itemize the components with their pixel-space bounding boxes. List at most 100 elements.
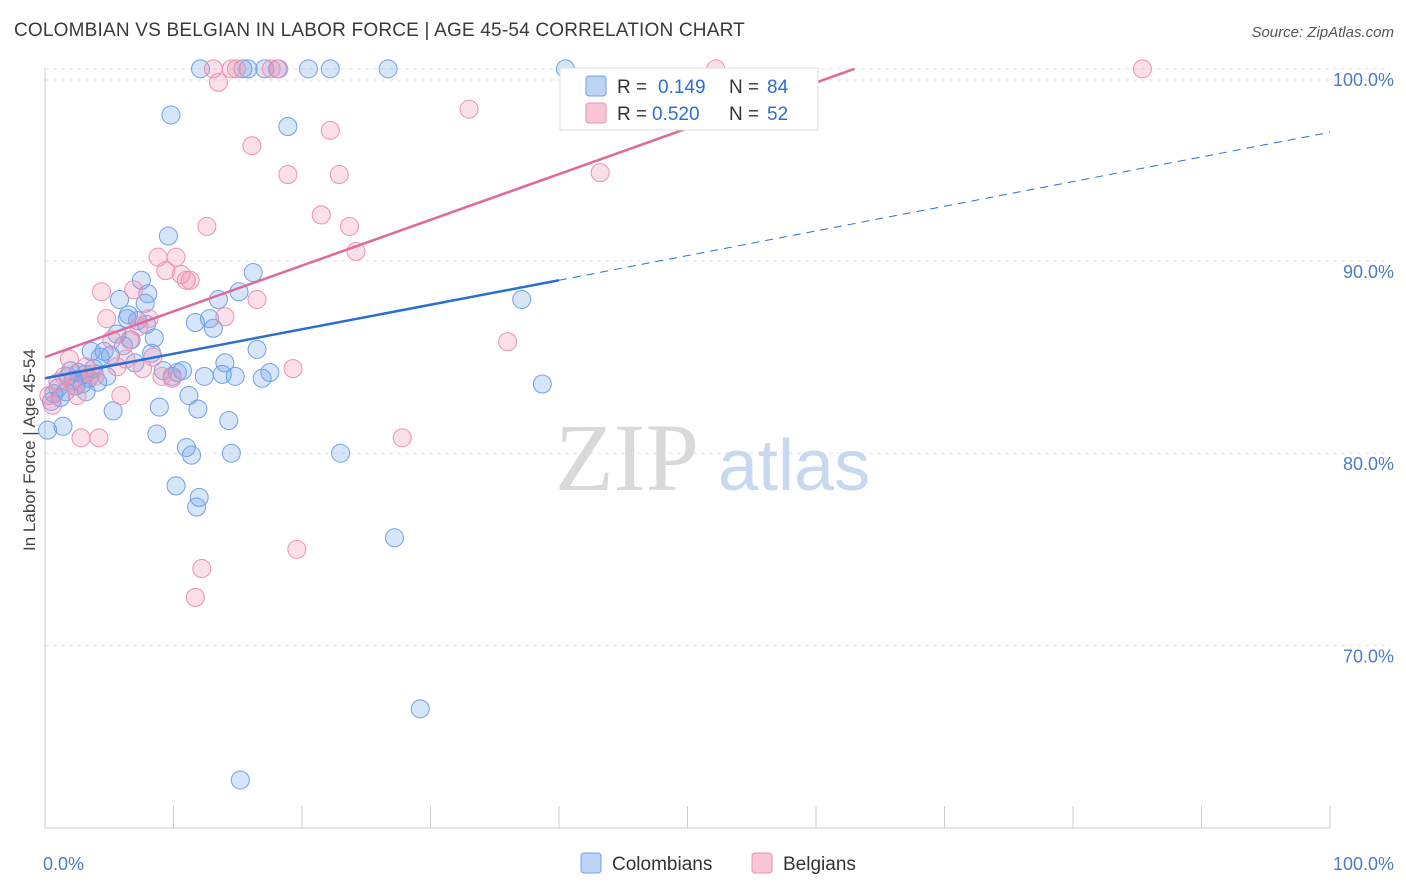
point-colombians-0 [38,420,58,440]
point-belgians-17 [116,349,136,369]
point-belgians-12 [92,282,112,302]
point-colombians-70 [378,59,398,79]
point-colombians-71 [385,528,405,548]
point-colombians-4 [50,387,70,407]
watermark-atlas: atlas [718,426,870,506]
point-belgians-22 [139,309,159,329]
point-colombians-73 [512,289,532,309]
point-colombians-60 [243,263,263,283]
legend-swatch-colombians [585,75,607,97]
point-colombians-66 [278,116,298,136]
point-belgians-42 [261,59,281,79]
point-belgians-11 [89,428,109,448]
point-belgians-6 [67,386,87,406]
point-belgians-37 [215,307,235,327]
point-colombians-49 [199,309,219,329]
point-belgians-33 [192,559,212,579]
point-belgians-54 [498,332,518,352]
point-colombians-5 [53,416,73,436]
point-belgians-16 [111,386,131,406]
point-belgians-38 [221,59,241,79]
point-belgians-19 [124,280,144,300]
legend-n-value-colombians: 84 [767,77,789,98]
series-legend: Colombians Belgians [580,852,856,875]
point-colombians-69 [331,443,351,463]
bottom-legend-swatch-colombians [580,852,602,874]
point-colombians-55 [221,443,241,463]
bottom-legend-swatch-belgians [751,852,773,874]
point-belgians-28 [166,247,186,267]
point-belgians-4 [59,349,79,369]
stats-legend: R = 0.149 N = 84 R = 0.520 N = 52 [559,67,819,131]
point-belgians-5 [63,376,83,396]
point-belgians-36 [208,72,228,92]
point-belgians-52 [392,428,412,448]
point-colombians-41 [172,361,192,381]
y-axis-label: In Labor Force | Age 45-54 [20,349,39,551]
point-belgians-31 [180,270,200,290]
point-colombians-74 [532,374,552,394]
point-belgians-34 [197,216,217,236]
legend-r-label-colombians: R = [617,77,647,98]
y-tick-label-80: 80.0% [1343,454,1394,474]
point-colombians-50 [203,318,223,338]
legend-r-value-belgians: 0.520 [652,104,700,125]
point-colombians-46 [188,399,208,419]
point-belgians-41 [247,289,267,309]
y-tick-label-70: 70.0% [1343,646,1394,666]
point-colombians-82 [230,770,250,790]
point-colombians-72 [410,699,430,719]
point-colombians-61 [247,339,267,359]
legend-swatch-belgians [585,102,607,124]
grid-lines [45,68,1390,646]
point-belgians-46 [287,539,307,559]
point-belgians-45 [283,359,303,379]
legend-r-value-colombians: 0.149 [658,77,706,98]
x-tick-marks [44,806,1331,828]
point-belgians-39 [226,59,246,79]
point-belgians-10 [85,366,105,386]
point-colombians-79 [189,487,209,507]
point-colombians-77 [166,476,186,496]
point-colombians-59 [238,59,258,79]
point-colombians-64 [260,362,280,382]
point-colombians-22 [103,401,123,421]
legend-n-label-belgians: N = [729,104,759,125]
bottom-legend-label-colombians: Colombians [612,854,712,875]
point-belgians-50 [340,216,360,236]
point-colombians-53 [215,353,235,373]
y-tick-label-100: 100.0% [1333,70,1394,90]
point-belgians-43 [269,59,289,79]
point-colombians-35 [147,424,167,444]
point-belgians-57 [1132,59,1152,79]
point-belgians-44 [278,165,298,185]
point-colombians-62 [252,368,272,388]
point-colombians-58 [233,59,253,79]
point-colombians-67 [298,59,318,79]
point-colombians-43 [179,386,199,406]
point-colombians-44 [181,445,201,465]
point-colombians-45 [185,313,205,333]
y-tick-labels: 70.0% 80.0% 90.0% 100.0% [1333,70,1394,667]
point-belgians-40 [242,136,262,156]
x-tick-label-100: 100.0% [1333,854,1394,874]
point-belgians-13 [97,309,117,329]
legend-n-label-colombians: N = [729,77,759,98]
point-colombians-21 [101,345,121,365]
point-belgians-32 [185,587,205,607]
point-colombians-36 [149,397,169,417]
point-colombians-38 [158,226,178,246]
y-tick-label-90: 90.0% [1343,262,1394,282]
point-colombians-24 [110,289,130,309]
point-belgians-47 [311,205,331,225]
trend-line-colombians [44,279,560,380]
point-colombians-32 [138,284,158,304]
point-belgians-7 [71,428,91,448]
point-belgians-49 [329,165,349,185]
point-colombians-48 [194,366,214,386]
source-label: Source: ZipAtlas.com [1251,24,1394,41]
point-colombians-68 [320,59,340,79]
legend-n-value-belgians: 52 [767,104,788,125]
point-belgians-29 [171,264,191,284]
chart-title: COLOMBIAN VS BELGIAN IN LABOR FORCE | AG… [14,20,745,41]
